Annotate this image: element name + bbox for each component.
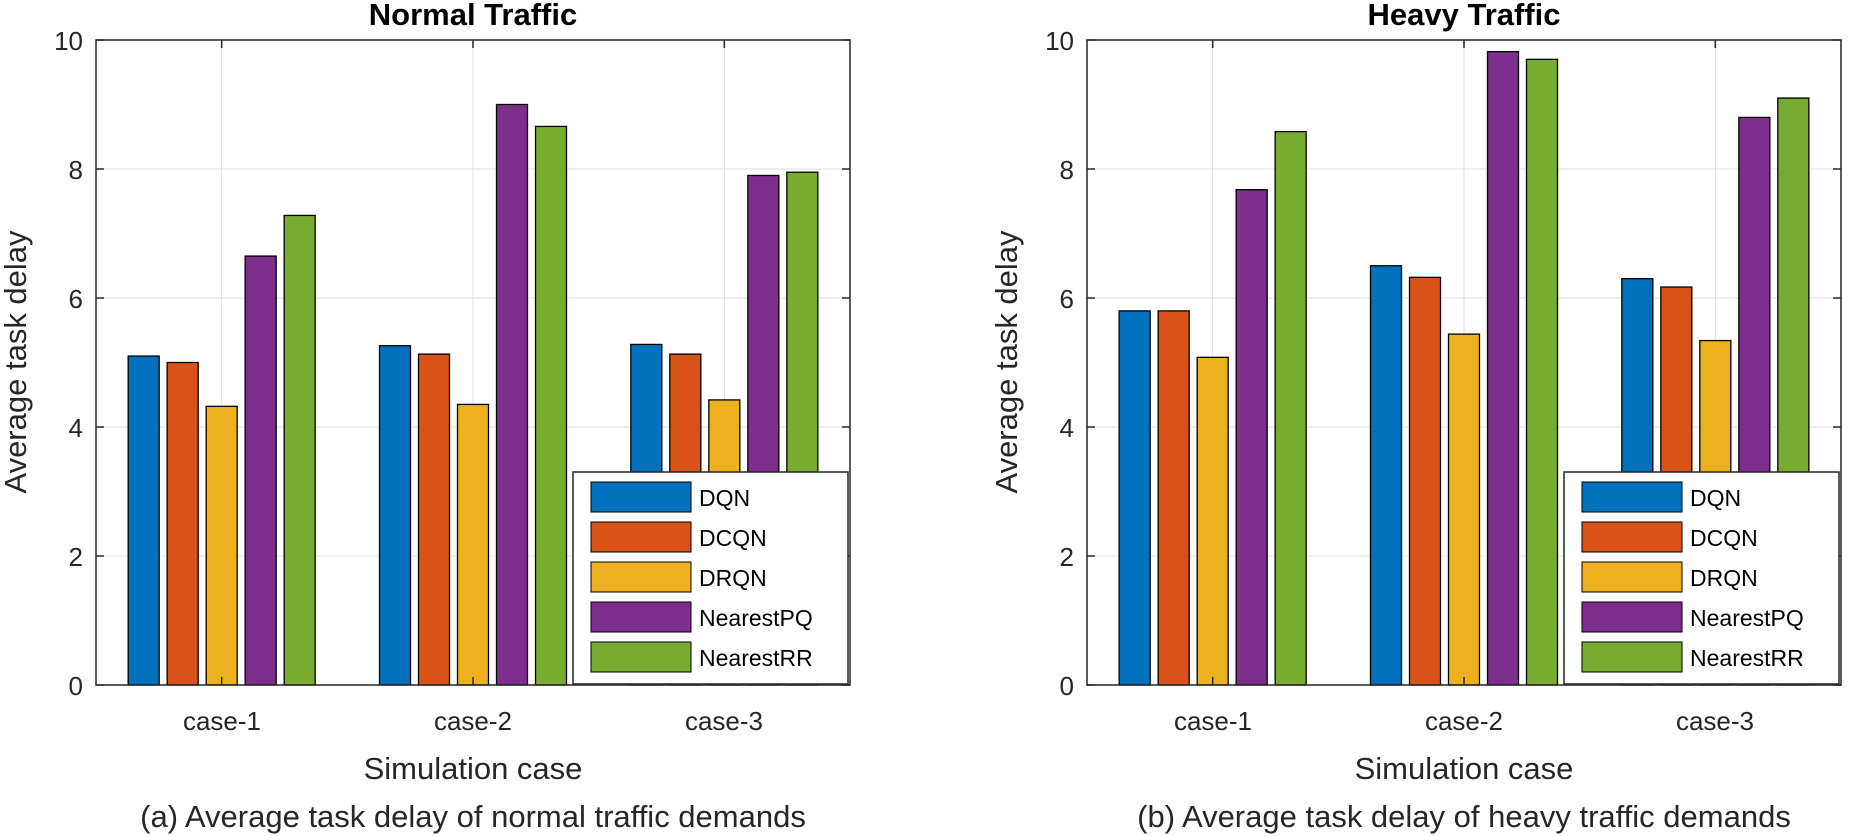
caption: (b) Average task delay of heavy traffic … bbox=[1137, 799, 1791, 834]
caption: (a) Average task delay of normal traffic… bbox=[140, 799, 806, 834]
bar-drqn-case-1 bbox=[205, 405, 238, 686]
y-tick-label: 2 bbox=[69, 542, 83, 572]
y-tick-label: 8 bbox=[1060, 155, 1074, 185]
legend-swatch-drqn bbox=[1581, 561, 1683, 593]
bar-nearestrr-case-1 bbox=[283, 214, 316, 686]
y-tick-label: 2 bbox=[1060, 542, 1074, 572]
legend-swatch-nearestpq bbox=[590, 601, 692, 633]
legend-swatch-dcqn bbox=[590, 521, 692, 553]
legend-label-nearestrr: NearestRR bbox=[1690, 645, 1804, 671]
bar-dcqn-case-1 bbox=[1157, 310, 1190, 686]
legend-swatch-nearestrr bbox=[1581, 641, 1683, 673]
chart-title: Heavy Traffic bbox=[1368, 0, 1561, 32]
legend-label-drqn: DRQN bbox=[1690, 565, 1758, 591]
bar-dqn-case-1 bbox=[1118, 310, 1151, 686]
y-tick-label: 6 bbox=[1060, 284, 1074, 314]
legend-label-drqn: DRQN bbox=[699, 565, 767, 591]
y-axis-label: Average task delay bbox=[0, 230, 33, 494]
y-tick-label: 10 bbox=[54, 26, 83, 56]
y-tick-label: 0 bbox=[1060, 671, 1074, 701]
x-tick-label: case-2 bbox=[1425, 706, 1503, 736]
bar-dcqn-case-2 bbox=[417, 353, 451, 686]
bar-nearestrr-case-1 bbox=[1274, 130, 1307, 686]
legend-swatch-dqn bbox=[590, 481, 692, 513]
y-tick-label: 10 bbox=[1045, 26, 1074, 56]
x-tick-labels: case-1 case-2 case-3 bbox=[183, 706, 763, 736]
legend-label-nearestpq: NearestPQ bbox=[1690, 605, 1804, 631]
legend-swatch-drqn bbox=[590, 561, 692, 593]
legend-label-dqn: DQN bbox=[1690, 485, 1741, 511]
legend: DQN DCQN DRQN NearestPQ NearestRR bbox=[1563, 471, 1840, 685]
legend-swatch-dqn bbox=[1581, 481, 1683, 513]
legend-label-dqn: DQN bbox=[699, 485, 750, 511]
y-tick-labels: 0 2 4 6 8 10 bbox=[54, 26, 83, 701]
y-tick-label: 4 bbox=[69, 413, 83, 443]
legend-label-nearestpq: NearestPQ bbox=[699, 605, 813, 631]
bar-drqn-case-1 bbox=[1196, 356, 1229, 686]
y-tick-labels: 0 2 4 6 8 10 bbox=[1045, 26, 1074, 701]
bar-dqn-case-2 bbox=[378, 345, 412, 686]
y-tick-label: 6 bbox=[69, 284, 83, 314]
legend-swatch-dcqn bbox=[1581, 521, 1683, 553]
bar-nearestrr-case-2 bbox=[1525, 58, 1559, 686]
x-tick-label: case-1 bbox=[1174, 706, 1252, 736]
bar-dcqn-case-1 bbox=[166, 361, 199, 686]
bar-nearestpq-case-1 bbox=[244, 255, 277, 686]
y-tick-label: 8 bbox=[69, 155, 83, 185]
legend-label-dcqn: DCQN bbox=[699, 525, 767, 551]
x-axis-label: Simulation case bbox=[364, 751, 583, 786]
bar-drqn-case-2 bbox=[456, 403, 490, 686]
x-tick-label: case-2 bbox=[434, 706, 512, 736]
bar-nearestpq-case-1 bbox=[1235, 188, 1268, 686]
legend-label-dcqn: DCQN bbox=[1690, 525, 1758, 551]
bar-drqn-case-2 bbox=[1447, 333, 1481, 686]
x-tick-label: case-1 bbox=[183, 706, 261, 736]
panel-normal-traffic: Normal Traffic 0 2 4 6 8 10 case-1 case-… bbox=[0, 0, 851, 834]
legend-label-nearestrr: NearestRR bbox=[699, 645, 813, 671]
x-axis-label: Simulation case bbox=[1355, 751, 1574, 786]
legend-swatch-nearestpq bbox=[1581, 601, 1683, 633]
x-tick-label: case-3 bbox=[1676, 706, 1754, 736]
x-tick-labels: case-1 case-2 case-3 bbox=[1174, 706, 1754, 736]
bar-nearestrr-case-2 bbox=[534, 125, 568, 686]
bars bbox=[127, 103, 819, 686]
bar-dcqn-case-2 bbox=[1408, 276, 1442, 686]
bar-dqn-case-2 bbox=[1369, 265, 1403, 686]
y-tick-label: 0 bbox=[69, 671, 83, 701]
legend-swatch-nearestrr bbox=[590, 641, 692, 673]
legend: DQN DCQN DRQN NearestPQ NearestRR bbox=[572, 471, 849, 685]
y-tick-label: 4 bbox=[1060, 413, 1074, 443]
bar-nearestpq-case-2 bbox=[495, 103, 529, 686]
bar-nearestpq-case-2 bbox=[1486, 50, 1520, 686]
x-tick-label: case-3 bbox=[685, 706, 763, 736]
bar-dqn-case-1 bbox=[127, 355, 160, 686]
y-axis-label: Average task delay bbox=[989, 230, 1024, 494]
chart-title: Normal Traffic bbox=[369, 0, 577, 32]
panel-heavy-traffic: Heavy Traffic 0 2 4 6 8 10 case-1 case-2… bbox=[989, 0, 1842, 834]
